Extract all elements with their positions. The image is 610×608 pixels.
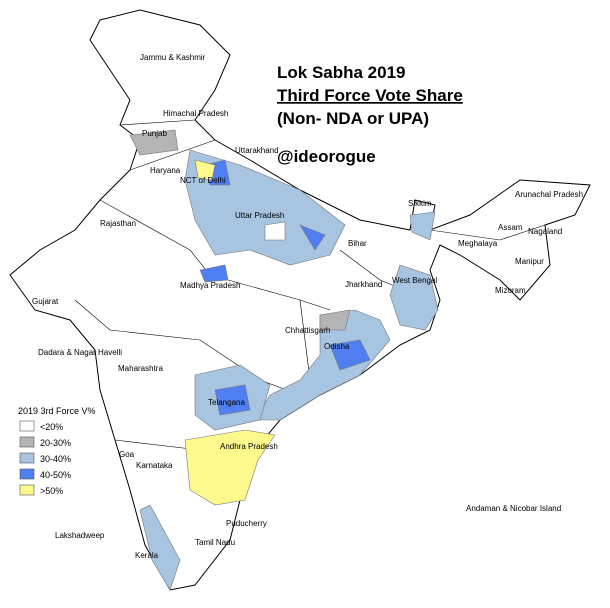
state-label: Rajasthan [100,219,136,228]
legend-label: 30-40% [40,454,71,464]
state-label: Dadara & Nagar Havelli [38,348,122,357]
legend-label: 20-30% [40,438,71,448]
region [299,224,326,251]
title: Lok Sabha 2019 [277,63,406,82]
region [329,339,371,371]
state-label: Andaman & Nicobar Island [466,504,561,513]
region [139,504,181,591]
legend-label: >50% [40,486,63,496]
region [254,309,391,421]
region [194,159,216,181]
state-label: Gujarat [32,297,59,306]
state-label: NCT of Delhi [180,176,226,185]
state-label: Madhya Pradesh [180,281,240,290]
state-label: Punjab [142,129,167,138]
title: (Non- NDA or UPA) [277,109,429,128]
state-label: Kerala [135,551,159,560]
state-label: Jammu & Kashmir [140,53,206,62]
state-label: Himachal Pradesh [163,109,228,118]
state-label: Odisha [324,342,350,351]
state-label: Bihar [348,239,367,248]
state-label: Arunachal Pradesh [515,190,583,199]
legend-swatch [19,484,35,496]
state-label: Mizoram [495,286,526,295]
title: Third Force Vote Share [277,86,463,105]
state-labels: Jammu & Kashmir Himachal Pradesh Punjab Utt… [32,53,583,560]
state-label: Chhattisgarh [285,326,330,335]
state-label: Assam [498,223,523,232]
legend: <20% 20-30% 30-40% 40-50% >50% [19,420,71,496]
state-label: Karnataka [136,461,173,470]
state-label: Meghalaya [458,239,498,248]
state-label: Sikkim [408,199,432,208]
region [184,429,276,506]
state-label: West Bengal [392,276,437,285]
region [409,211,436,241]
region [389,264,439,331]
state-label: Haryana [150,166,181,175]
region [319,309,351,331]
state-label: Nagaland [528,227,562,236]
state-label: Puducherry [226,519,267,528]
legend-swatch [19,452,35,464]
legend-label: 40-50% [40,470,71,480]
state-label: Telangana [208,398,245,407]
legend-swatch [19,420,35,432]
legend-label: <20% [40,422,63,432]
legend-swatch [19,436,35,448]
state-label: Tamil Nadu [195,538,235,547]
state-label: Jharkhand [345,280,382,289]
region [264,221,286,241]
legend-swatch [19,468,35,480]
regions [129,129,439,591]
legend-title: 2019 3rd Force V% [18,406,96,416]
state-label: Andhra Pradesh [220,442,278,451]
state-label: Uttar Pradesh [235,211,284,220]
state-label: Lakshadweep [55,531,105,540]
handle: @ideorogue [277,147,376,166]
state-label: Uttarakhand [235,146,279,155]
state-label: Goa [119,450,135,459]
state-label: Maharashtra [118,364,163,373]
region [214,384,251,416]
region [199,264,229,283]
state-label: Manipur [515,257,544,266]
region [129,129,179,156]
